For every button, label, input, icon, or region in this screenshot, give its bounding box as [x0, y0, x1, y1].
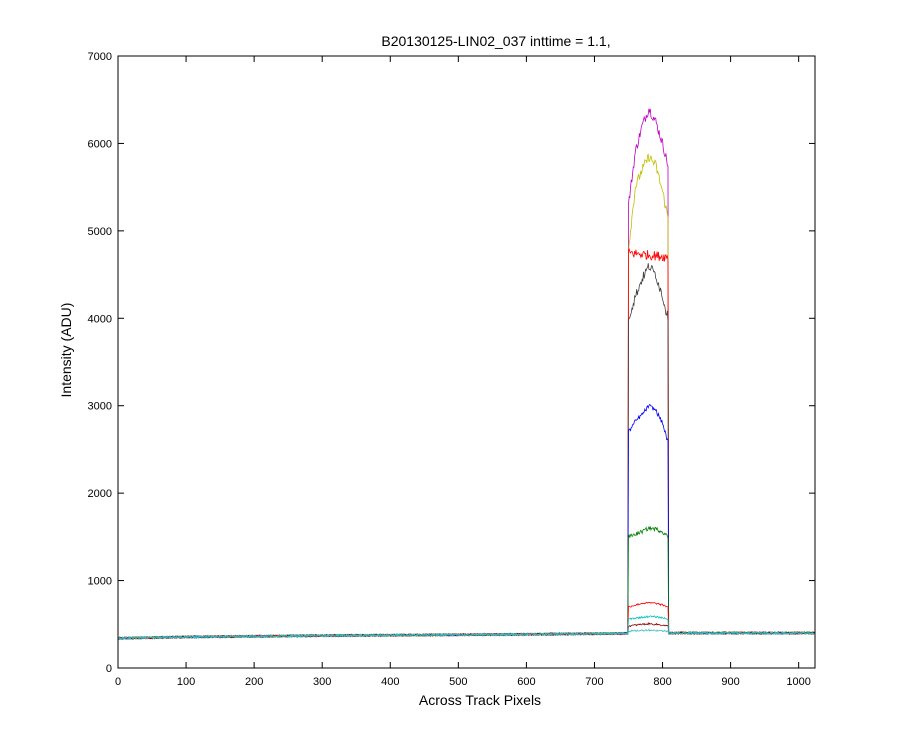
x-axis-label: Across Track Pixels [419, 692, 541, 708]
series-line-4 [117, 403, 815, 640]
plot-area: 0 100 200 300 400 500 600 700 800 900 1000 0 1000 200… [88, 51, 816, 688]
x-tick-label: 400 [381, 676, 399, 688]
x-tick-label: 0 [115, 676, 121, 688]
y-tick-label: 1000 [88, 576, 112, 588]
series-line-2 [117, 248, 815, 641]
x-tick-label: 900 [721, 676, 739, 688]
x-tick-label: 100 [177, 676, 195, 688]
y-tick-label: 0 [106, 663, 112, 675]
y-tick-label: 5000 [88, 226, 112, 238]
y-tick-label: 4000 [88, 313, 112, 325]
series-line-5 [117, 525, 815, 640]
series-line-1 [117, 153, 815, 641]
x-tick-label: 300 [313, 676, 331, 688]
x-tick-label: 1000 [786, 676, 810, 688]
y-tick-label: 7000 [88, 51, 112, 63]
x-tick-label: 600 [517, 676, 535, 688]
y-tick-label: 2000 [88, 488, 112, 500]
x-tick-label: 500 [449, 676, 467, 688]
y-tick-label: 6000 [88, 138, 112, 150]
y-tick-label: 3000 [88, 401, 112, 413]
x-tick-label: 200 [245, 676, 263, 688]
series-line-0 [117, 108, 815, 640]
series-line-3 [117, 263, 815, 640]
series-line-9 [117, 628, 815, 641]
y-axis-label: Intensity (ADU) [58, 303, 74, 398]
chart-title: B20130125-LIN02_037 inttime = 1.1, [381, 33, 610, 49]
x-tick-label: 700 [585, 676, 603, 688]
x-tick-label: 800 [653, 676, 671, 688]
axes-box [117, 55, 816, 669]
